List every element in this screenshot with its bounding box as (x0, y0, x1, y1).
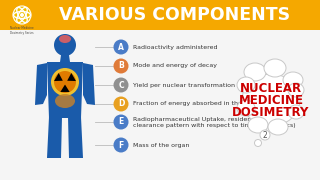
Ellipse shape (55, 94, 75, 108)
Text: MEDICINE: MEDICINE (238, 93, 303, 107)
Circle shape (114, 58, 129, 73)
Ellipse shape (248, 117, 268, 133)
Text: Radioactivity administered: Radioactivity administered (133, 44, 218, 50)
Polygon shape (47, 62, 83, 118)
Ellipse shape (288, 83, 304, 97)
Text: Yield per nuclear transformation: Yield per nuclear transformation (133, 82, 235, 87)
FancyBboxPatch shape (0, 30, 320, 180)
Text: Mass of the organ: Mass of the organ (133, 143, 189, 147)
Text: 2: 2 (263, 130, 268, 140)
Polygon shape (54, 73, 63, 81)
Text: NUCLEAR: NUCLEAR (240, 82, 302, 94)
Ellipse shape (283, 72, 303, 88)
Text: Mode and energy of decay: Mode and energy of decay (133, 64, 217, 69)
Ellipse shape (242, 74, 300, 126)
Polygon shape (68, 117, 83, 158)
Polygon shape (83, 63, 95, 105)
Text: B: B (118, 62, 124, 71)
Ellipse shape (288, 105, 304, 119)
Text: Nuclear Medicine
Dosimetry Series: Nuclear Medicine Dosimetry Series (10, 26, 34, 35)
Ellipse shape (244, 63, 266, 81)
Circle shape (254, 140, 261, 147)
Text: D: D (118, 100, 124, 109)
Circle shape (114, 96, 129, 111)
Polygon shape (35, 63, 47, 105)
Circle shape (114, 39, 129, 55)
Ellipse shape (268, 119, 288, 135)
Circle shape (54, 34, 76, 56)
Circle shape (62, 80, 68, 84)
Ellipse shape (264, 59, 286, 77)
Polygon shape (47, 117, 62, 158)
Circle shape (20, 13, 24, 17)
Text: Radiopharmaceutical Uptake, residence and: Radiopharmaceutical Uptake, residence an… (133, 116, 273, 122)
Text: VARIOUS COMPONENTS: VARIOUS COMPONENTS (60, 6, 291, 24)
FancyBboxPatch shape (0, 0, 320, 30)
Polygon shape (60, 55, 70, 62)
Text: C: C (118, 80, 124, 89)
Ellipse shape (51, 68, 79, 96)
Circle shape (13, 6, 31, 24)
Text: DOSIMETRY: DOSIMETRY (232, 107, 310, 120)
Ellipse shape (237, 77, 255, 93)
Ellipse shape (59, 35, 71, 43)
Circle shape (114, 114, 129, 129)
Text: Fraction of energy absorbed in the organ: Fraction of energy absorbed in the organ (133, 102, 262, 107)
Circle shape (114, 78, 129, 93)
Text: A: A (118, 42, 124, 51)
Circle shape (260, 130, 270, 140)
Polygon shape (67, 73, 76, 81)
Text: E: E (118, 118, 124, 127)
Ellipse shape (237, 100, 255, 116)
Text: clearance pattern with respect to time (Biokinetics): clearance pattern with respect to time (… (133, 123, 296, 129)
Polygon shape (60, 84, 70, 92)
Circle shape (54, 71, 76, 93)
Circle shape (114, 138, 129, 152)
Text: F: F (118, 141, 124, 150)
